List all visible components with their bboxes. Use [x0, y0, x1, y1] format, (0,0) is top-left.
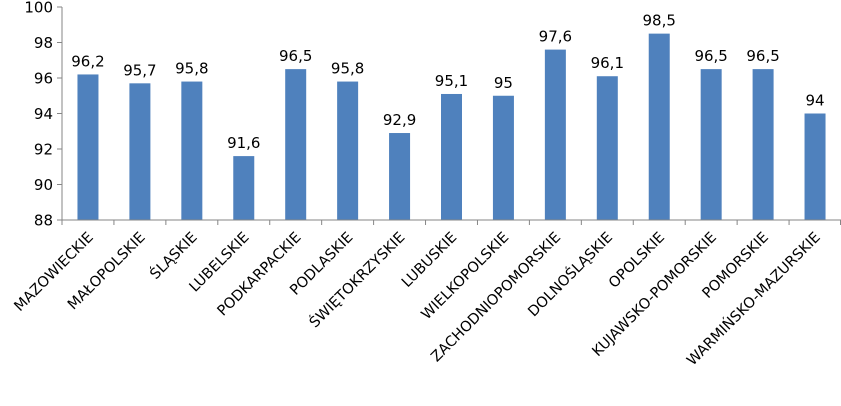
y-tick-label: 90 — [34, 176, 53, 194]
x-axis: MAZOWIECKIEMAŁOPOLSKIEŚLĄSKIELUBELSKIEPO… — [12, 219, 841, 369]
data-label: 95,8 — [175, 60, 208, 78]
bar — [129, 83, 151, 220]
bar — [648, 33, 670, 220]
bar — [544, 49, 566, 220]
bar — [752, 69, 774, 220]
category-label: ŚWIĘTOKRZYSKIE — [305, 228, 408, 331]
data-label: 96,5 — [694, 47, 727, 65]
y-tick-label: 88 — [34, 212, 53, 230]
bar — [233, 156, 255, 220]
y-tick-label: 98 — [34, 34, 53, 52]
data-label: 95,1 — [435, 72, 468, 90]
data-label: 94 — [805, 92, 824, 110]
bar — [181, 81, 203, 220]
y-tick-label: 94 — [34, 105, 53, 123]
data-label: 96,2 — [71, 52, 104, 70]
y-axis: 88 90 92 94 96 98 100 — [24, 0, 63, 230]
data-label: 98,5 — [643, 12, 676, 30]
data-label: 97,6 — [539, 28, 572, 46]
y-tick-label: 100 — [24, 0, 53, 17]
bar — [337, 81, 359, 220]
bars — [77, 33, 826, 220]
bar — [77, 74, 99, 220]
bar — [492, 95, 514, 220]
category-label: DOLNOŚLĄSKIE — [524, 228, 616, 320]
y-tick-label: 96 — [34, 70, 53, 88]
data-label: 96,5 — [279, 47, 312, 65]
y-tick-label: 92 — [34, 141, 53, 159]
bar — [441, 93, 462, 220]
data-label: 96,1 — [591, 54, 624, 72]
bar — [389, 133, 411, 220]
data-label: 91,6 — [227, 134, 260, 152]
data-label: 96,5 — [746, 47, 779, 65]
data-label: 92,9 — [383, 111, 416, 129]
bar — [596, 76, 618, 220]
data-label: 95,7 — [123, 61, 156, 79]
category-label: ŚLĄSKIE — [146, 228, 201, 283]
bar — [804, 113, 826, 220]
data-label: 95 — [494, 74, 513, 92]
category-label: WIELKOPOLSKIE — [419, 230, 513, 324]
data-labels: 96,2 95,7 95,8 91,6 96,5 95,8 92,9 95,1 95 97,6 96… — [71, 12, 824, 152]
bar — [285, 69, 307, 220]
bar — [700, 69, 722, 220]
data-label: 95,8 — [331, 60, 364, 78]
